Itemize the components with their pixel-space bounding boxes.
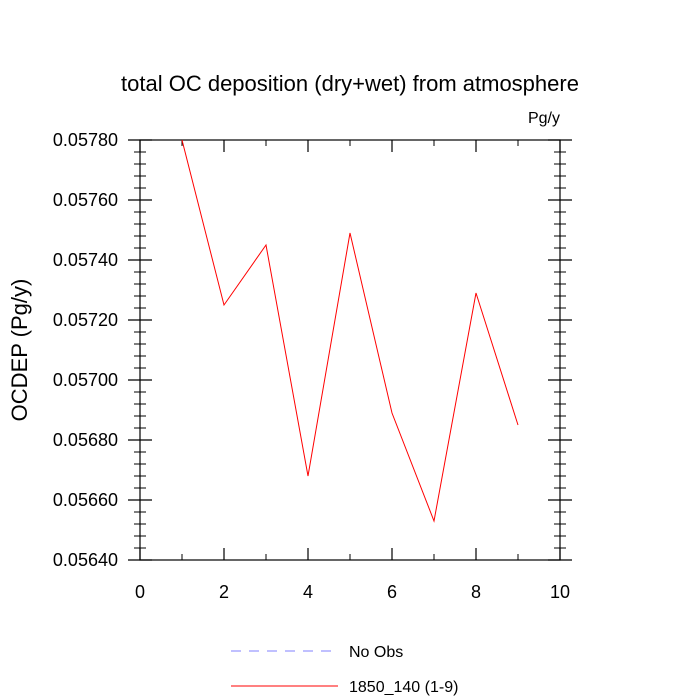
y-tick-label: 0.05700 — [53, 370, 118, 390]
legend-label: No Obs — [349, 644, 403, 661]
x-tick-label: 2 — [219, 582, 229, 602]
y-tick-label: 0.05740 — [53, 250, 118, 270]
y-axis-label: OCDEP (Pg/y) — [7, 279, 32, 422]
y-tick-label: 0.05680 — [53, 430, 118, 450]
units-label: Pg/y — [528, 110, 560, 127]
y-tick-label: 0.05780 — [53, 130, 118, 150]
x-tick-label: 6 — [387, 582, 397, 602]
series-line — [181, 139, 519, 523]
x-tick-label: 4 — [303, 582, 313, 602]
x-tick-label: 10 — [550, 582, 570, 602]
y-tick-label: 0.05660 — [53, 490, 118, 510]
y-tick-label: 0.05720 — [53, 310, 118, 330]
x-tick-label: 0 — [135, 582, 145, 602]
y-axis: 0.05640 0.05660 0.05680 0.05700 0.05720 0.057… — [53, 130, 572, 570]
x-tick-label: 8 — [471, 582, 481, 602]
chart-title: total OC deposition (dry+wet) from atmos… — [121, 71, 579, 96]
x-axis: 0 2 4 6 8 10 — [135, 140, 570, 602]
plot-frame — [139, 139, 561, 561]
series-layer — [181, 139, 519, 523]
y-tick-label: 0.05760 — [53, 190, 118, 210]
y-tick-label: 0.05640 — [53, 550, 118, 570]
legend-label: 1850_140 (1-9) — [349, 679, 458, 696]
legend: No Obs 1850_140 (1-9) — [231, 644, 458, 696]
